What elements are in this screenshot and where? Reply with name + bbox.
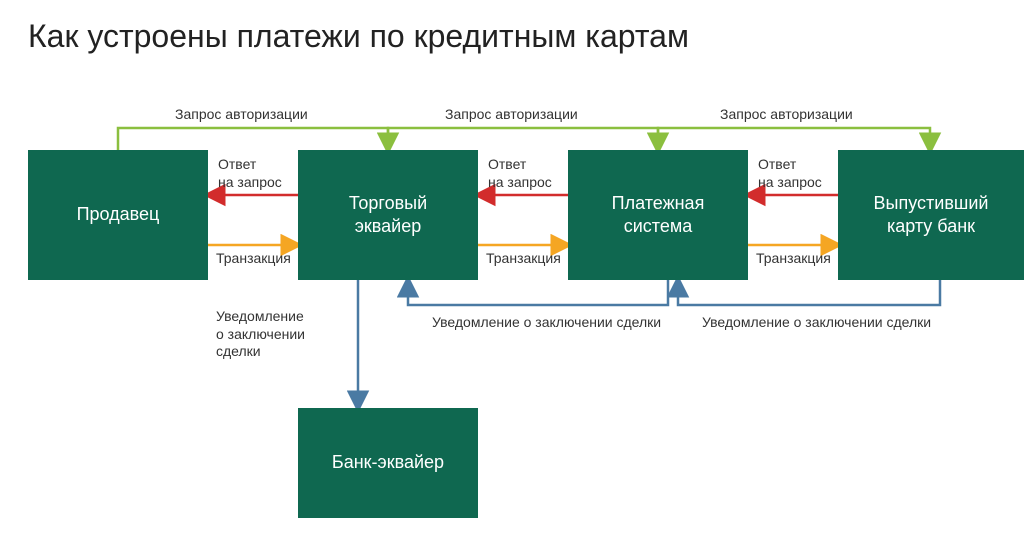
node-issuer: Выпустивший карту банк	[838, 150, 1024, 280]
label-l-tx3: Транзакция	[756, 250, 831, 268]
label-l-tx2: Транзакция	[486, 250, 561, 268]
edge-auth2	[388, 128, 658, 150]
label-l-auth1: Запрос авторизации	[175, 106, 308, 124]
label-l-deal3: Уведомление о заключении сделки	[216, 308, 305, 361]
label-l-tx1: Транзакция	[216, 250, 291, 268]
edge-deal2	[678, 280, 940, 305]
node-paysys: Платежная система	[568, 150, 748, 280]
label-l-resp3: Ответ на запрос	[758, 156, 822, 191]
label-l-resp1: Ответ на запрос	[218, 156, 282, 191]
label-l-deal1: Уведомление о заключении сделки	[432, 314, 661, 332]
edge-deal1	[408, 280, 668, 305]
label-l-resp2: Ответ на запрос	[488, 156, 552, 191]
node-merchant: Торговый эквайер	[298, 150, 478, 280]
label-l-auth2: Запрос авторизации	[445, 106, 578, 124]
edge-auth1	[118, 128, 388, 150]
label-l-deal2: Уведомление о заключении сделки	[702, 314, 931, 332]
page-title: Как устроены платежи по кредитным картам	[28, 18, 689, 55]
label-l-auth3: Запрос авторизации	[720, 106, 853, 124]
edge-auth3	[658, 128, 930, 150]
node-seller: Продавец	[28, 150, 208, 280]
node-bank: Банк-эквайер	[298, 408, 478, 518]
